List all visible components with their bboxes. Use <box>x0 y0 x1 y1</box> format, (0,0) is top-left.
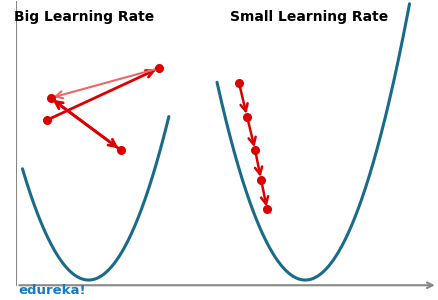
Text: edureka!: edureka! <box>18 284 86 297</box>
Text: Big Learning Rate: Big Learning Rate <box>14 10 154 24</box>
Text: Small Learning Rate: Small Learning Rate <box>230 10 388 24</box>
